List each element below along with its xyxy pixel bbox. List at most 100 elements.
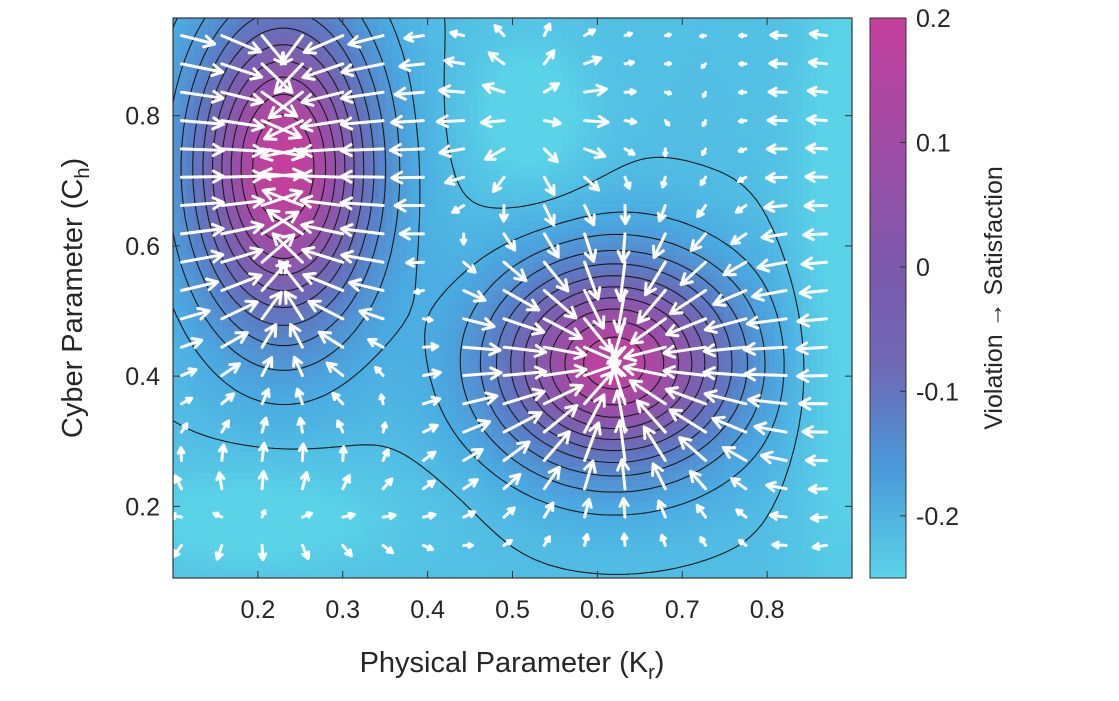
heatmap-cell bbox=[194, 46, 202, 54]
heatmap-cell bbox=[307, 571, 316, 578]
heatmap-cell bbox=[279, 130, 287, 138]
heatmap-cell bbox=[533, 277, 542, 285]
heatmap-cell bbox=[371, 466, 379, 474]
heatmap-cell bbox=[526, 39, 535, 47]
heatmap-cell bbox=[477, 382, 485, 390]
heatmap-cell bbox=[371, 557, 379, 565]
heatmap-cell bbox=[356, 67, 365, 75]
heatmap-cell bbox=[229, 165, 238, 173]
heatmap-cell bbox=[583, 354, 591, 362]
heatmap-cell bbox=[250, 473, 259, 481]
heatmap-cell bbox=[243, 207, 252, 215]
heatmap-cell bbox=[208, 522, 217, 530]
heatmap-cell bbox=[173, 452, 181, 460]
heatmap-cell bbox=[590, 333, 598, 341]
heatmap-cell bbox=[505, 522, 514, 530]
heatmap-cell bbox=[562, 263, 570, 271]
heatmap-cell bbox=[590, 81, 598, 89]
heatmap-cell bbox=[264, 312, 273, 320]
heatmap-cell bbox=[547, 403, 556, 411]
heatmap-cell bbox=[498, 501, 507, 509]
heatmap-cell bbox=[505, 277, 514, 285]
heatmap-cell bbox=[547, 536, 556, 544]
heatmap-cell bbox=[243, 529, 252, 537]
heatmap-cell bbox=[448, 543, 457, 551]
heatmap-cell bbox=[597, 270, 606, 278]
heatmap-cell bbox=[406, 424, 415, 432]
heatmap-cell bbox=[604, 424, 613, 432]
heatmap-cell bbox=[321, 515, 330, 523]
heatmap-cell bbox=[279, 116, 287, 124]
heatmap-cell bbox=[293, 109, 301, 117]
heatmap-cell bbox=[187, 102, 195, 110]
heatmap-cell bbox=[413, 291, 422, 299]
heatmap-cell bbox=[462, 39, 471, 47]
heatmap-cell bbox=[180, 242, 188, 250]
heatmap-cell bbox=[540, 18, 549, 26]
heatmap-cell bbox=[378, 18, 386, 26]
heatmap-cell bbox=[413, 361, 422, 369]
heatmap-cell bbox=[569, 557, 577, 565]
heatmap-cell bbox=[208, 403, 217, 411]
heatmap-cell bbox=[597, 487, 606, 495]
heatmap-cell bbox=[194, 242, 202, 250]
heatmap-cell bbox=[187, 459, 195, 467]
heatmap-cell bbox=[236, 466, 245, 474]
heatmap-cell bbox=[597, 501, 606, 509]
heatmap-cell bbox=[484, 410, 492, 418]
heatmap-cell bbox=[604, 270, 613, 278]
heatmap-cell bbox=[583, 543, 591, 551]
heatmap-cell bbox=[356, 508, 365, 516]
heatmap-cell bbox=[378, 228, 386, 236]
heatmap-cell bbox=[229, 95, 238, 103]
heatmap-cell bbox=[243, 347, 252, 355]
heatmap-cell bbox=[272, 340, 280, 348]
heatmap-cell bbox=[498, 186, 507, 194]
heatmap-cell bbox=[286, 431, 294, 439]
heatmap-cell bbox=[576, 151, 584, 159]
heatmap-cell bbox=[420, 396, 429, 404]
heatmap-cell bbox=[533, 242, 542, 250]
heatmap-cell bbox=[597, 200, 606, 208]
heatmap-cell bbox=[363, 207, 372, 215]
heatmap-cell bbox=[484, 480, 492, 488]
heatmap-cell bbox=[371, 193, 379, 201]
heatmap-cell bbox=[257, 95, 266, 103]
heatmap-cell bbox=[491, 459, 499, 467]
heatmap-cell bbox=[569, 417, 577, 425]
heatmap-cell bbox=[307, 543, 316, 551]
heatmap-cell bbox=[392, 284, 400, 292]
heatmap-cell bbox=[250, 291, 259, 299]
heatmap-cell bbox=[505, 53, 514, 61]
heatmap-cell bbox=[321, 557, 330, 565]
heatmap-cell bbox=[279, 396, 287, 404]
heatmap-cell bbox=[349, 557, 358, 565]
heatmap-cell bbox=[342, 564, 351, 572]
heatmap-cell bbox=[201, 326, 209, 334]
heatmap-cell bbox=[363, 319, 372, 327]
heatmap-cell bbox=[378, 39, 386, 47]
heatmap-cell bbox=[554, 95, 563, 103]
heatmap-cell bbox=[349, 459, 358, 467]
heatmap-cell bbox=[328, 438, 337, 446]
heatmap-cell bbox=[611, 165, 620, 173]
heatmap-cell bbox=[201, 550, 209, 558]
heatmap-cell bbox=[236, 354, 245, 362]
heatmap-cell bbox=[512, 291, 521, 299]
heatmap-cell bbox=[300, 116, 308, 124]
heatmap-cell bbox=[215, 256, 224, 264]
heatmap-cell bbox=[519, 242, 528, 250]
heatmap-cell bbox=[484, 32, 492, 40]
heatmap-cell bbox=[187, 557, 195, 565]
heatmap-cell bbox=[236, 242, 245, 250]
heatmap-cell bbox=[215, 305, 224, 313]
heatmap-cell bbox=[307, 473, 316, 481]
heatmap-cell bbox=[371, 564, 379, 572]
heatmap-cell bbox=[420, 389, 429, 397]
heatmap-cell bbox=[512, 88, 521, 96]
heatmap-cell bbox=[279, 536, 287, 544]
heatmap-cell bbox=[427, 431, 436, 439]
heatmap-cell bbox=[279, 228, 287, 236]
heatmap-cell bbox=[583, 305, 591, 313]
heatmap-cell bbox=[604, 326, 613, 334]
